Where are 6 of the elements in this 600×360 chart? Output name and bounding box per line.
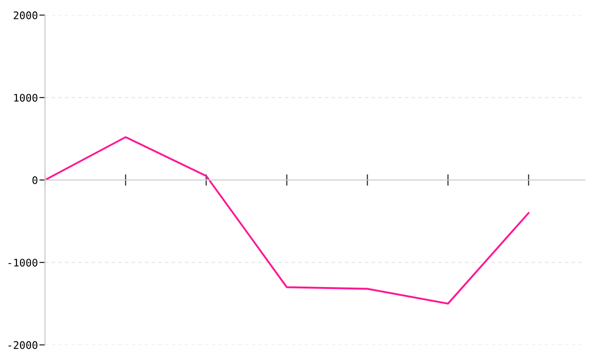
y-tick-label: 1000	[14, 94, 38, 102]
y-tick-label: -1000	[8, 258, 38, 267]
line-series	[45, 136, 530, 305]
y-tick-label: 0	[32, 176, 38, 184]
y-tick-label: 2000	[14, 11, 38, 20]
y-tick-label: -2000	[8, 341, 38, 350]
